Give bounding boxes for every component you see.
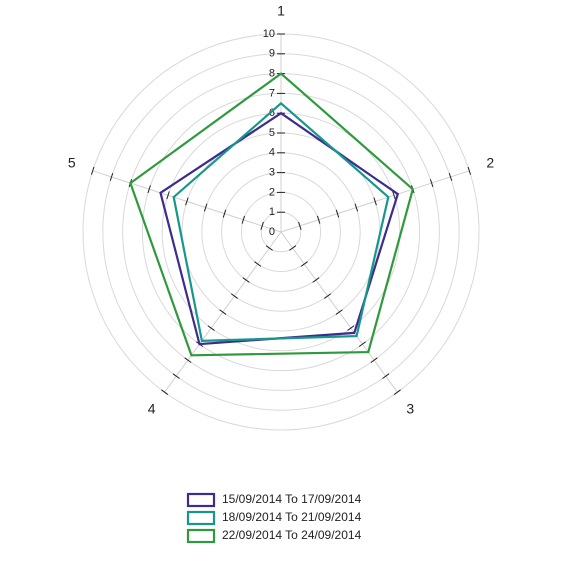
tick-mark: [298, 221, 302, 230]
tick-mark: [109, 172, 114, 181]
r-tick-label: 8: [269, 68, 275, 80]
axis-label: 5: [68, 155, 76, 171]
legend-label: 18/09/2014 To 21/09/2014: [222, 510, 362, 524]
tick-mark: [467, 166, 472, 175]
tick-mark: [289, 245, 297, 251]
legend-label: 22/09/2014 To 24/09/2014: [222, 528, 362, 542]
tick-mark: [316, 215, 321, 224]
legend-swatch: [186, 492, 216, 508]
r-tick-label: 2: [269, 186, 275, 198]
tick-mark: [172, 373, 180, 379]
tick-mark: [324, 293, 332, 299]
tick-mark: [161, 389, 169, 395]
tick-mark: [354, 203, 359, 212]
series-polygon: [172, 101, 390, 343]
tick-mark: [230, 293, 238, 299]
tick-mark: [429, 179, 434, 188]
tick-mark: [166, 191, 170, 200]
tick-mark: [207, 325, 215, 331]
tick-mark: [265, 245, 273, 251]
tick-mark: [254, 261, 262, 267]
axis-label: 4: [148, 401, 156, 417]
tick-mark: [219, 309, 227, 315]
r-tick-label: 5: [269, 127, 275, 139]
tick-mark: [335, 309, 343, 315]
legend-swatch: [186, 510, 216, 526]
tick-mark: [147, 185, 151, 194]
axis-label: 3: [406, 401, 414, 417]
series-polygon: [129, 72, 415, 357]
r-tick-label: 9: [269, 48, 275, 60]
tick-mark: [382, 373, 390, 379]
tick-mark: [358, 341, 366, 347]
tick-mark: [241, 215, 246, 224]
tick-mark: [312, 277, 320, 283]
tick-mark: [184, 357, 192, 363]
tick-mark: [347, 325, 355, 331]
tick-mark: [448, 172, 453, 181]
tick-mark: [370, 357, 378, 363]
legend-swatch: [186, 528, 216, 544]
tick-mark: [300, 261, 308, 267]
tick-mark: [185, 197, 189, 206]
axis-label: 2: [486, 155, 494, 171]
r-tick-label: 6: [269, 107, 275, 119]
r-tick-label: 3: [269, 167, 275, 179]
r-tick-label: 1: [269, 206, 275, 218]
tick-mark: [242, 277, 250, 283]
r-tick-label: 10: [263, 28, 275, 40]
r-tick-label: 0: [269, 226, 275, 238]
tick-mark: [260, 221, 264, 230]
tick-mark: [203, 203, 208, 212]
tick-mark: [373, 197, 377, 206]
r-tick-label: 4: [269, 147, 275, 159]
tick-mark: [393, 389, 401, 395]
r-tick-label: 7: [269, 87, 275, 99]
tick-mark: [90, 166, 95, 175]
axis-label: 1: [277, 3, 285, 19]
tick-mark: [392, 191, 396, 200]
tick-mark: [335, 209, 340, 218]
tick-mark: [222, 209, 227, 218]
legend-label: 15/09/2014 To 17/09/2014: [222, 492, 362, 506]
